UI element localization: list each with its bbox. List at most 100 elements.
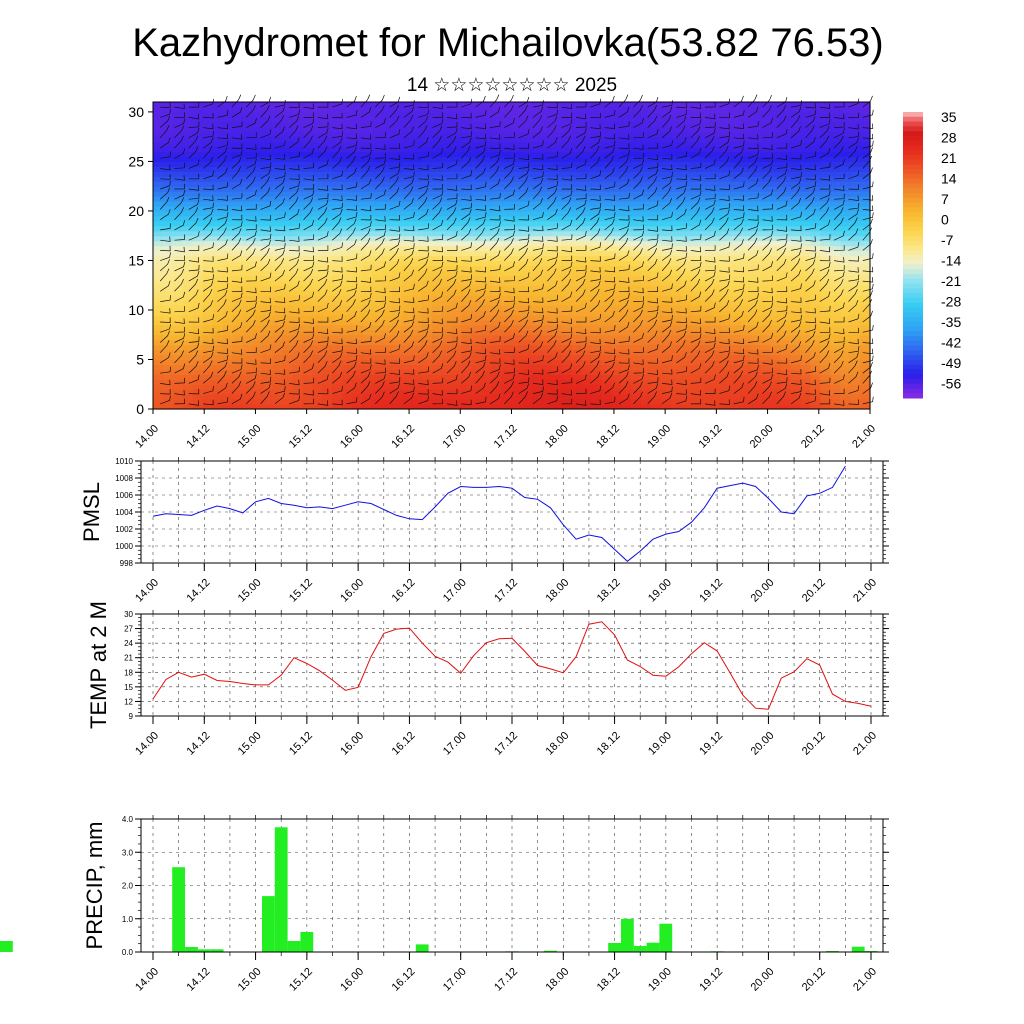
heatmap-cell [561,220,572,227]
heatmap-cell [202,151,214,158]
wind-barb [317,159,329,169]
wind-barb [159,187,171,200]
heatmap-cell [810,121,821,128]
heatmap-cell [192,225,204,232]
wind-barb [389,214,400,221]
heatmap-cell [262,151,274,158]
heatmap-cell [471,136,483,143]
heatmap-cell [451,201,463,207]
heatmap-cell [800,136,811,143]
heatmap-cell [401,265,413,271]
heatmap-cell [720,146,732,153]
wind-barb [332,98,343,108]
wind-barb [317,217,328,231]
wind-barb [360,336,372,343]
heatmap-cell [581,305,592,311]
wind-barb [274,171,286,180]
heatmap-cell [392,106,403,113]
heatmap-cell [810,369,821,375]
heatmap-cell [770,314,781,321]
heatmap-cell [621,290,632,296]
wind-barb [317,361,328,374]
heatmap-cell [392,245,403,252]
heatmap-cell [850,181,861,187]
heatmap-cell [640,240,652,247]
heatmap-cell [182,265,194,271]
heatmap-cell [690,102,702,108]
heatmap-cell [272,329,284,336]
heatmap-cell [571,201,582,207]
heatmap-cell [760,205,772,212]
heatmap-cell [172,314,184,321]
heatmap-cell [202,369,214,375]
heatmap-cell [561,295,572,301]
heatmap-cell [551,210,562,217]
wind-barb [403,212,415,221]
heatmap-cell [611,260,622,266]
heatmap-cell [700,131,712,138]
heatmap-cell [451,111,463,118]
heatmap-cell [401,250,413,257]
heatmap-cell [481,141,493,148]
wind-barb [332,184,343,190]
wind-barb [231,286,243,292]
heatmap-cell [571,146,582,153]
heatmap-cell [451,384,463,390]
heatmap-cell [720,116,732,123]
heatmap-cell [491,270,503,276]
heatmap-cell [411,285,423,291]
heatmap-cell [441,399,453,405]
heatmap-cell [202,404,214,410]
heatmap-cell [342,280,353,286]
heatmap-cell [382,255,393,262]
heatmap-cell [531,186,542,192]
heatmap-cell [541,339,552,346]
heatmap-cell [332,349,343,356]
wind-barb [288,115,300,128]
wind-barb [174,135,184,149]
heatmap-cell [561,344,572,351]
heatmap-cell [521,215,533,222]
heatmap-cell [650,215,662,222]
heatmap-cell [162,201,174,207]
heatmap-cell [700,156,712,163]
heatmap-cell [481,394,493,400]
heatmap-cell [680,334,692,341]
heatmap-cell [750,384,762,390]
heatmap-cell [441,121,453,128]
heatmap-cell [192,314,204,321]
heatmap-cell [471,309,483,316]
heatmap-cell [511,210,523,217]
heatmap-cell [153,349,164,356]
wind-barb [246,287,257,294]
heatmap-cell [192,275,204,281]
heatmap-cell [491,191,503,197]
wind-barb [246,359,257,365]
heatmap-cell [242,121,254,128]
wind-barb [217,299,227,313]
heatmap-cell [670,285,682,291]
heatmap-cell [840,314,851,321]
heatmap-cell [840,339,851,346]
wind-barb [260,330,271,343]
heatmap-cell [312,379,323,385]
heatmap-cell [640,196,652,202]
wind-barb [346,146,357,159]
heatmap-cell [551,364,562,370]
heatmap-cell [800,359,811,366]
heatmap-cell [700,319,712,326]
heatmap-cell [611,131,622,138]
heatmap-cell [850,245,861,252]
heatmap-cell [471,146,483,153]
heatmap-cell [401,225,413,232]
heatmap-cell [212,181,224,187]
heatmap-cell [272,156,284,163]
heatmap-cell [352,186,363,192]
heatmap-cell [481,300,493,306]
heatmap-cell [342,220,353,227]
heatmap-cell [362,181,373,187]
heatmap-cell [153,314,164,321]
heatmap-cell [182,324,194,331]
heatmap-cell [431,270,443,276]
heatmap-cell [720,230,732,237]
